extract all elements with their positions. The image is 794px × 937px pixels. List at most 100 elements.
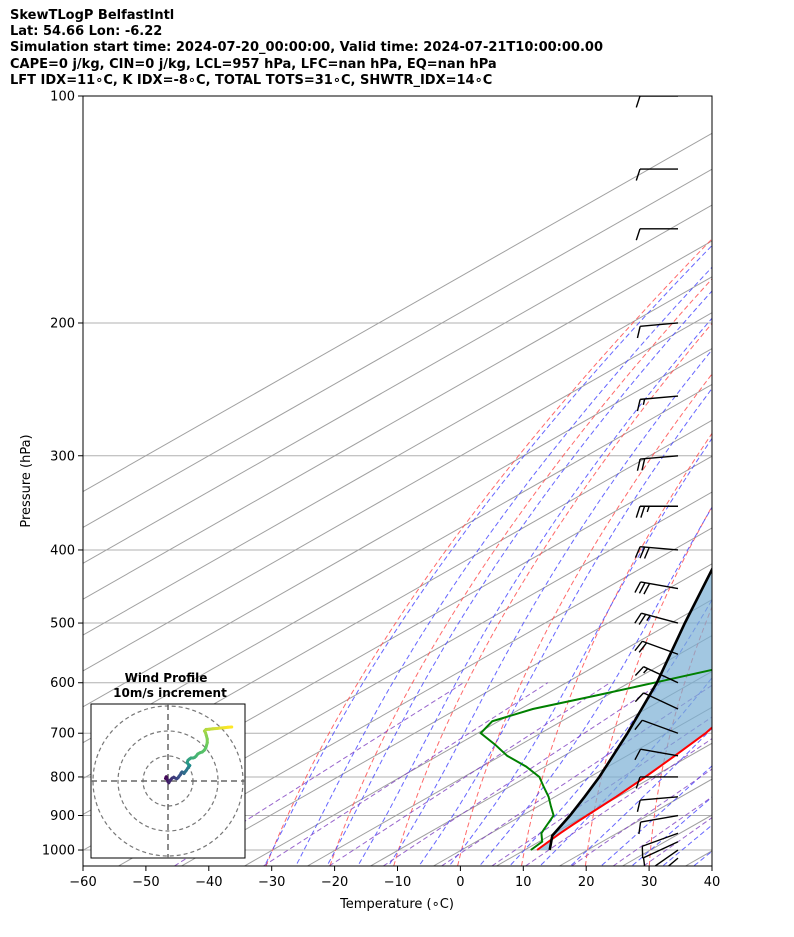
mixing-ratio-line <box>643 817 712 866</box>
dry-adiabat-line <box>457 373 712 866</box>
x-axis-label: Temperature (∘C) <box>339 897 454 912</box>
wind-barb <box>636 395 679 412</box>
temperature-line <box>536 726 712 851</box>
wind-barb-flag <box>643 583 651 595</box>
wind-barb <box>634 545 679 559</box>
inset-subtitle: 10m/s increment <box>113 686 227 700</box>
moist-adiabat-line <box>600 765 712 866</box>
moist-adiabat-line <box>719 96 794 871</box>
y-tick-label: 200 <box>50 316 75 331</box>
x-tick-label: 10 <box>515 875 532 890</box>
stability-parameters: CAPE=0 j/kg, CIN=0 j/kg, LCL=957 hPa, LF… <box>10 56 497 72</box>
wind-barb-staff <box>667 857 679 866</box>
moist-adiabat-line <box>326 290 712 866</box>
wind-barb <box>638 814 679 835</box>
wind-barb-half-flag <box>646 506 650 513</box>
y-tick-label: 500 <box>50 617 75 632</box>
wind-barb <box>667 857 679 866</box>
simulation-times: Simulation start time: 2024-07-20_00:00:… <box>10 40 603 56</box>
x-tick-label: 30 <box>641 875 658 890</box>
wind-barb-flag <box>634 719 643 731</box>
y-tick-label: 1000 <box>42 844 75 859</box>
dry-adiabat-line <box>584 505 712 866</box>
x-tick-label: −50 <box>132 875 159 890</box>
moist-adiabat-line <box>478 506 712 866</box>
wind-barb-staff <box>640 814 679 823</box>
wind-barb <box>653 849 679 866</box>
wind-profile-inset: Wind Profile 10m/s increment <box>90 671 246 859</box>
dry-adiabat-line <box>776 96 794 866</box>
moist-adiabat-line <box>509 598 712 866</box>
wind-barb <box>635 168 678 181</box>
chart-header: SkewTLogP BelfastIntl Lat: 54.66 Lon: -6… <box>10 8 603 89</box>
y-tick-label: 100 <box>50 90 75 105</box>
dry-adiabat-line <box>713 96 794 866</box>
wind-barb-staff <box>640 545 679 551</box>
isotherm-line <box>83 347 712 708</box>
wind-barb-flag <box>636 799 641 812</box>
wind-barb <box>634 581 679 595</box>
wind-barb-flag <box>636 326 641 339</box>
moist-adiabat-line <box>693 850 712 866</box>
isotherm-line <box>83 276 712 636</box>
wind-barb-flag <box>638 614 647 625</box>
isotherm-line <box>748 96 794 866</box>
wind-barb-staff <box>653 849 679 866</box>
wind-barb-flag <box>638 582 646 594</box>
wind-barb-flag <box>635 776 641 789</box>
isotherm-line <box>83 168 712 528</box>
y-tick-label: 300 <box>50 449 75 464</box>
wind-barb <box>635 96 678 108</box>
wind-barb-staff <box>642 832 679 847</box>
wind-barb-flag <box>642 857 646 866</box>
moist-adiabat-line <box>357 317 712 866</box>
y-axis: 1000 900 800 700 600 500 400 300 200 100 <box>42 90 83 859</box>
moist-adiabat-line <box>448 437 712 866</box>
wind-barb <box>634 612 679 625</box>
wind-barb <box>635 505 678 518</box>
wind-barb-flag <box>640 506 646 518</box>
wind-barb <box>641 832 679 859</box>
isotherm-line <box>244 599 712 866</box>
wind-barb-staff <box>640 455 679 460</box>
isotherm-line <box>83 491 712 851</box>
y-tick-label: 800 <box>50 770 75 785</box>
wind-barb-flag <box>635 228 641 241</box>
x-axis: −60 −50 −40 −30 −20 −10 0 10 20 30 40 <box>69 866 720 890</box>
isotherm-line <box>118 527 712 866</box>
moist-adiabat-line <box>263 244 712 866</box>
mixing-ratio-line <box>263 682 549 866</box>
y-tick-label: 400 <box>50 543 75 558</box>
wind-barb <box>634 748 679 761</box>
y-tick-label: 900 <box>50 809 75 824</box>
wind-barb-flag <box>639 546 646 559</box>
moist-adiabat-line <box>631 796 712 866</box>
plot-area <box>83 96 794 871</box>
x-tick-label: −10 <box>384 875 411 890</box>
x-tick-label: −20 <box>321 875 348 890</box>
x-tick-label: 0 <box>456 875 464 890</box>
wind-barb-staff <box>643 841 679 859</box>
hodograph-rings <box>91 704 245 858</box>
wind-barb-staff <box>640 748 679 757</box>
wind-barb <box>636 796 679 812</box>
wind-barb-staff <box>640 796 679 801</box>
wind-barb-staff <box>642 640 679 655</box>
x-tick-label: 40 <box>704 875 721 890</box>
mixing-ratio-line <box>571 768 712 866</box>
wind-barb-staff <box>642 719 679 734</box>
wind-barb <box>636 455 679 471</box>
moist-adiabat-line <box>418 387 712 866</box>
wind-barb-flag <box>635 506 641 518</box>
wind-barb-flag <box>635 168 641 181</box>
wind-barb-flag <box>634 748 642 761</box>
wind-barb-flag <box>638 642 648 653</box>
x-tick-label: −60 <box>69 875 96 890</box>
wind-barb-flag <box>634 640 643 652</box>
wind-barb <box>634 640 679 655</box>
wind-barb-flag <box>635 96 641 108</box>
y-tick-label: 700 <box>50 727 75 742</box>
wind-barb-staff <box>643 692 679 710</box>
wind-barb-flag <box>634 692 645 703</box>
